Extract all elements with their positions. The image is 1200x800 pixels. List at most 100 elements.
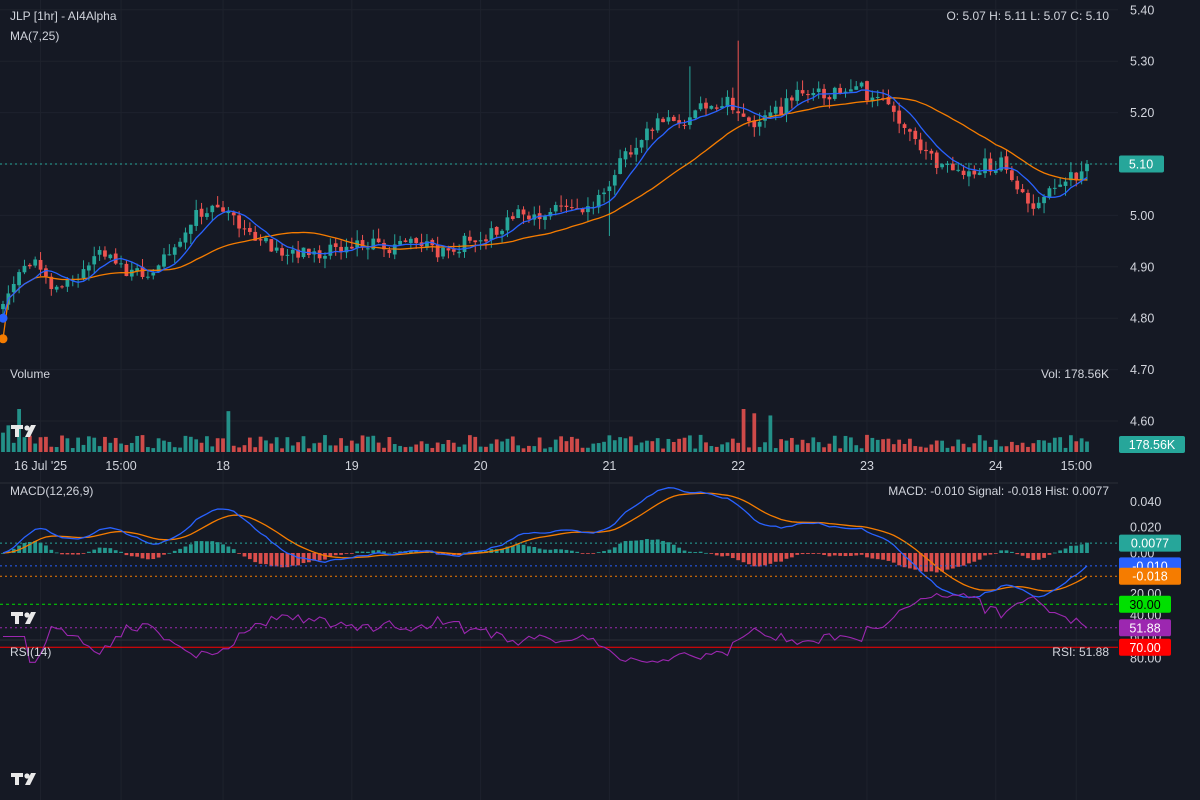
macd-hist-bar bbox=[655, 539, 660, 553]
macd-hist-bar bbox=[344, 553, 349, 554]
macd-hist-bar bbox=[639, 540, 644, 553]
macd-hist-bar bbox=[108, 548, 113, 553]
candle bbox=[704, 98, 708, 116]
volume-bar bbox=[22, 437, 27, 452]
volume-bar bbox=[977, 435, 982, 452]
candle bbox=[156, 264, 161, 273]
volume-bar bbox=[188, 436, 193, 452]
volume-bar bbox=[591, 443, 596, 452]
volume-bar bbox=[135, 435, 140, 452]
macd-hist-bar bbox=[1, 553, 5, 554]
svg-text:70.00: 70.00 bbox=[1129, 641, 1160, 655]
candle bbox=[913, 127, 918, 145]
candle bbox=[221, 200, 225, 213]
macd-hist-bar bbox=[532, 547, 537, 553]
candle bbox=[725, 90, 730, 116]
macd-hist-bar bbox=[645, 538, 649, 553]
candle bbox=[553, 201, 558, 216]
candle bbox=[280, 243, 284, 262]
volume-bar bbox=[76, 437, 81, 452]
candle bbox=[119, 255, 123, 268]
svg-text:-0.018: -0.018 bbox=[1132, 570, 1167, 584]
candle bbox=[645, 121, 649, 150]
volume-bar bbox=[360, 435, 365, 452]
macd-hist-bar bbox=[913, 553, 918, 570]
rsi-line bbox=[3, 592, 1088, 663]
volume-bar bbox=[290, 445, 295, 452]
volume-bar bbox=[258, 436, 263, 452]
volume-bar bbox=[881, 439, 885, 452]
svg-text:0.0077: 0.0077 bbox=[1131, 537, 1169, 551]
macd-hist-bar bbox=[70, 553, 75, 555]
volume-bar bbox=[983, 440, 987, 452]
macd-hist-bar bbox=[586, 553, 590, 554]
candle bbox=[1, 300, 5, 315]
macd-hist-bar bbox=[505, 546, 510, 553]
macd-hist-bar bbox=[747, 553, 751, 565]
price-axis: 4.60 4.70 4.80 4.90 5.00 5.10 5.20 5.30 5.40 bbox=[1130, 3, 1154, 428]
volume-bar bbox=[151, 448, 156, 452]
volume-bar bbox=[1009, 441, 1014, 452]
tradingview-logo-icon bbox=[11, 425, 36, 437]
volume-bar bbox=[543, 448, 547, 452]
volume-bar bbox=[323, 435, 327, 452]
macd-hist-bar bbox=[956, 553, 961, 567]
macd-hist-bar bbox=[537, 548, 542, 553]
macd-hist-bar bbox=[1058, 550, 1063, 553]
candle bbox=[924, 141, 928, 160]
macd-hist-bar bbox=[1031, 553, 1036, 561]
macd-label: MACD(12,26,9) bbox=[10, 484, 93, 498]
svg-text:178.56K: 178.56K bbox=[1129, 438, 1176, 452]
macd-hist-bar bbox=[1042, 553, 1046, 558]
volume-bar bbox=[194, 439, 199, 452]
volume-bar bbox=[773, 448, 778, 452]
rsi-readout: RSI: 51.88 bbox=[1052, 645, 1109, 659]
candle bbox=[886, 89, 891, 106]
volume-bar bbox=[54, 447, 59, 452]
volume-bar bbox=[1004, 446, 1009, 452]
volume-bar bbox=[500, 441, 504, 452]
volume-bar bbox=[709, 446, 714, 452]
macd-hist-bar bbox=[993, 553, 998, 554]
candle bbox=[854, 81, 859, 90]
candle bbox=[408, 236, 413, 250]
volume-bar bbox=[527, 445, 531, 452]
macd-hist-bar bbox=[221, 544, 225, 553]
candle bbox=[398, 235, 402, 246]
macd-hist-bar bbox=[661, 540, 665, 553]
ma7-line bbox=[2, 89, 1088, 319]
volume-bar bbox=[1042, 440, 1046, 452]
candle bbox=[1052, 178, 1057, 195]
macd-hist-bar bbox=[768, 553, 773, 564]
volume-bar bbox=[1026, 446, 1030, 452]
time-axis: 16 Jul '25 15:00 18 19 20 21 22 23 24 15:00 bbox=[14, 459, 1092, 473]
candle bbox=[532, 206, 537, 226]
macd-hist-bar bbox=[682, 550, 687, 553]
macd-hist-bar bbox=[1015, 553, 1020, 555]
volume-bar bbox=[146, 447, 150, 452]
candle bbox=[494, 226, 499, 239]
candle bbox=[414, 237, 419, 249]
macd-hist-bar bbox=[156, 553, 161, 558]
candle bbox=[634, 137, 639, 162]
volume-bar bbox=[602, 441, 606, 452]
candle bbox=[510, 212, 515, 221]
volume-bar bbox=[1079, 438, 1084, 452]
volume-bar bbox=[875, 439, 880, 452]
macd-hist-bar bbox=[387, 552, 392, 554]
macd-hist-bar bbox=[1004, 550, 1009, 553]
macd-hist-bar bbox=[940, 553, 944, 572]
macd-hist-bar bbox=[151, 553, 156, 560]
macd-hist-bar bbox=[671, 544, 676, 553]
volume-bar bbox=[865, 434, 869, 452]
volume-bar bbox=[108, 442, 113, 452]
macd-hist-bar bbox=[870, 553, 875, 559]
candle bbox=[27, 263, 32, 269]
volume-bar bbox=[682, 437, 687, 452]
candle bbox=[618, 149, 623, 175]
macd-hist-bar bbox=[162, 553, 166, 555]
volume-bar bbox=[913, 446, 918, 452]
volume-bar bbox=[65, 438, 70, 452]
macd-hist-bar bbox=[902, 553, 907, 568]
